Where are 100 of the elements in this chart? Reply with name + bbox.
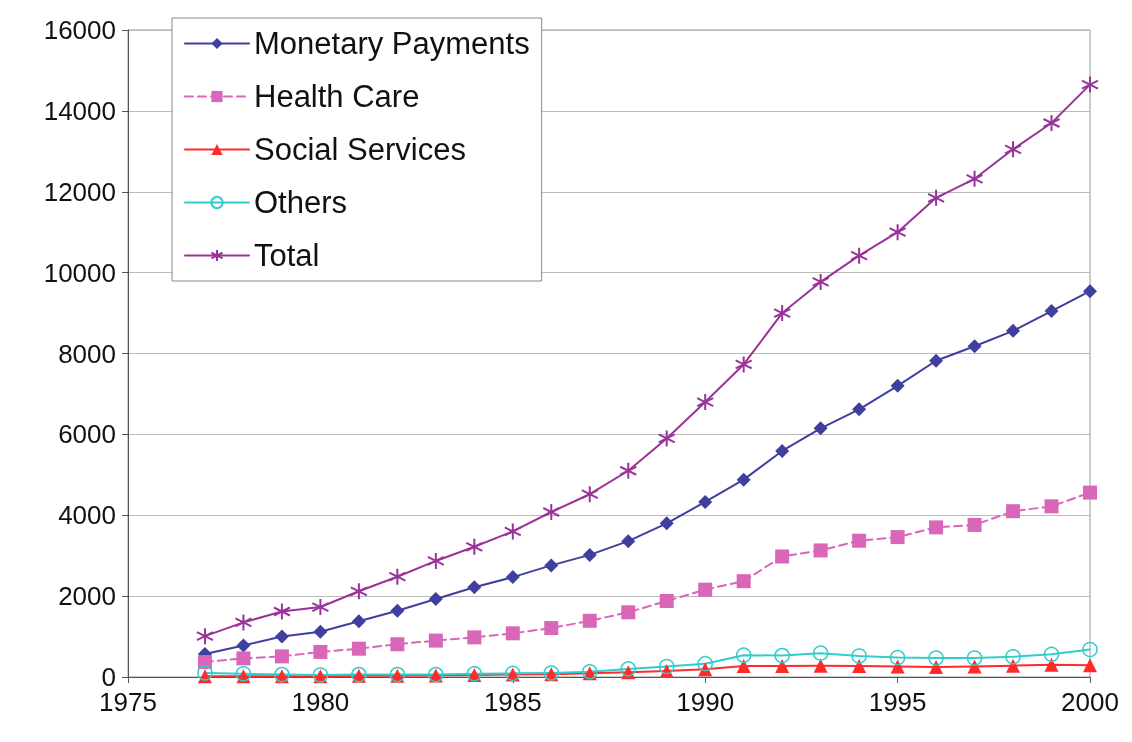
point	[465, 537, 484, 556]
point	[890, 530, 905, 545]
y-tick-label: 10000	[43, 257, 116, 288]
point	[697, 655, 713, 672]
point	[1006, 323, 1021, 338]
point	[813, 543, 828, 558]
point	[1083, 658, 1097, 673]
point	[621, 605, 636, 620]
point	[388, 567, 407, 586]
point	[1004, 140, 1023, 159]
point	[735, 647, 752, 663]
point	[274, 649, 289, 664]
point	[967, 339, 982, 354]
x-tick-label: 1995	[868, 687, 927, 717]
point	[1044, 657, 1059, 672]
point	[657, 429, 676, 448]
point	[774, 647, 790, 664]
point	[467, 630, 482, 645]
point	[582, 613, 597, 628]
y-tick-label: 12000	[43, 176, 116, 207]
point	[851, 648, 867, 664]
point	[467, 580, 482, 595]
point	[313, 644, 328, 659]
point	[813, 421, 828, 436]
point	[619, 461, 638, 480]
point	[734, 355, 753, 374]
point	[274, 629, 289, 644]
point	[929, 520, 944, 535]
legend-label: Health Care	[254, 79, 420, 114]
point	[503, 522, 522, 541]
point	[621, 534, 636, 549]
point	[1006, 504, 1021, 519]
point	[775, 659, 790, 674]
point	[505, 626, 520, 641]
y-tick-label: 6000	[58, 419, 116, 450]
point	[349, 582, 368, 601]
point	[1082, 641, 1098, 658]
point	[426, 551, 445, 570]
y-tick-label: 14000	[43, 95, 116, 126]
point	[812, 645, 829, 661]
y-tick-label: 16000	[43, 15, 116, 45]
point	[967, 517, 982, 532]
point	[1044, 304, 1059, 319]
point	[428, 591, 443, 606]
point	[736, 659, 751, 674]
y-tick-label: 2000	[58, 581, 116, 612]
point	[195, 627, 214, 646]
y-tick-label: 4000	[58, 500, 116, 531]
point	[659, 593, 674, 608]
point	[544, 621, 559, 636]
point	[965, 169, 984, 188]
legend-label: Total	[254, 238, 320, 273]
point	[696, 393, 715, 412]
point	[927, 188, 946, 207]
point	[234, 613, 253, 632]
point	[580, 485, 599, 504]
point	[1083, 284, 1097, 299]
point	[929, 353, 944, 368]
x-tick-label: 1980	[291, 687, 350, 717]
point	[1005, 649, 1021, 665]
point	[966, 650, 983, 666]
point	[659, 516, 674, 531]
point	[929, 659, 944, 674]
legend-label: Social Services	[254, 132, 466, 167]
point	[852, 659, 867, 674]
point	[1044, 499, 1059, 514]
point	[773, 304, 792, 323]
x-tick-label: 1985	[483, 687, 542, 717]
point	[542, 503, 561, 522]
point	[272, 602, 291, 621]
point	[698, 494, 713, 509]
point	[505, 570, 520, 585]
y-tick-label: 8000	[58, 338, 116, 369]
point	[1043, 646, 1060, 663]
point	[1081, 75, 1099, 94]
point	[852, 533, 867, 548]
point	[850, 246, 869, 265]
point	[582, 547, 597, 562]
point	[775, 549, 790, 564]
point	[390, 603, 405, 618]
point	[1083, 485, 1097, 500]
point	[888, 223, 907, 242]
point	[351, 641, 366, 656]
point	[928, 650, 944, 666]
point	[351, 614, 366, 629]
legend-label: Others	[254, 185, 348, 220]
point	[813, 658, 828, 673]
point	[313, 624, 328, 639]
point	[811, 272, 830, 291]
point	[236, 651, 251, 666]
point	[236, 638, 251, 653]
point	[736, 472, 751, 487]
point	[775, 443, 790, 458]
point	[1042, 114, 1061, 133]
point	[311, 598, 330, 617]
point	[890, 378, 905, 393]
point	[698, 582, 713, 597]
point	[658, 658, 675, 675]
point	[620, 661, 636, 677]
point	[428, 633, 443, 648]
